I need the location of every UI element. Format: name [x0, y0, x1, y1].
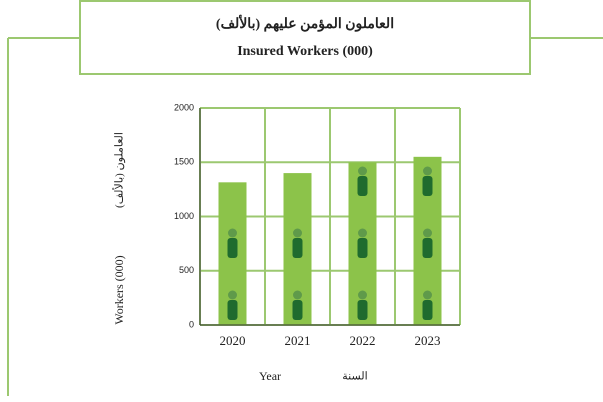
person-head [423, 290, 432, 300]
person-body [357, 300, 368, 320]
person-body [357, 238, 368, 258]
person-icon [227, 228, 238, 258]
x-tick-label: 2023 [415, 333, 441, 348]
person-body [227, 238, 238, 258]
y-tick-label: 1500 [174, 157, 194, 167]
person-icon [357, 166, 368, 196]
x-tick-label: 2020 [220, 333, 246, 348]
y-tick-label: 0 [189, 319, 194, 329]
x-tick-label: 2022 [350, 333, 376, 348]
person-icon [357, 290, 368, 320]
x-tick-label: 2021 [285, 333, 311, 348]
person-icon [422, 290, 433, 320]
person-head [423, 166, 432, 176]
y-tick-label: 2000 [174, 102, 194, 112]
person-icon [357, 228, 368, 258]
person-body [357, 176, 368, 196]
chart-title-ar: العاملون المؤمن عليهم (بالألف) [216, 14, 394, 32]
person-body [422, 176, 433, 196]
person-body [422, 300, 433, 320]
chart-title: Insured Workers (000) [237, 44, 373, 59]
person-body [422, 238, 433, 258]
person-icon [422, 228, 433, 258]
person-icon [422, 166, 433, 196]
person-head [358, 166, 367, 176]
person-icon [292, 290, 303, 320]
person-icon [227, 290, 238, 320]
person-body [292, 300, 303, 320]
person-body [227, 300, 238, 320]
person-body [292, 238, 303, 258]
person-icon [292, 228, 303, 258]
y-tick-label: 1000 [174, 211, 194, 221]
person-head [293, 228, 302, 238]
y-axis-label-ar: العاملون (بالألف) [112, 132, 126, 208]
y-tick-label: 500 [179, 265, 194, 275]
y-axis-label: Workers (000) [112, 255, 126, 324]
person-head [358, 228, 367, 238]
person-head [358, 290, 367, 300]
person-head [228, 228, 237, 238]
person-head [293, 290, 302, 300]
person-head [228, 290, 237, 300]
person-head [423, 228, 432, 238]
x-axis-label: Year [259, 369, 281, 383]
frame [7, 0, 603, 396]
x-axis-label-ar: السنة [342, 371, 367, 383]
